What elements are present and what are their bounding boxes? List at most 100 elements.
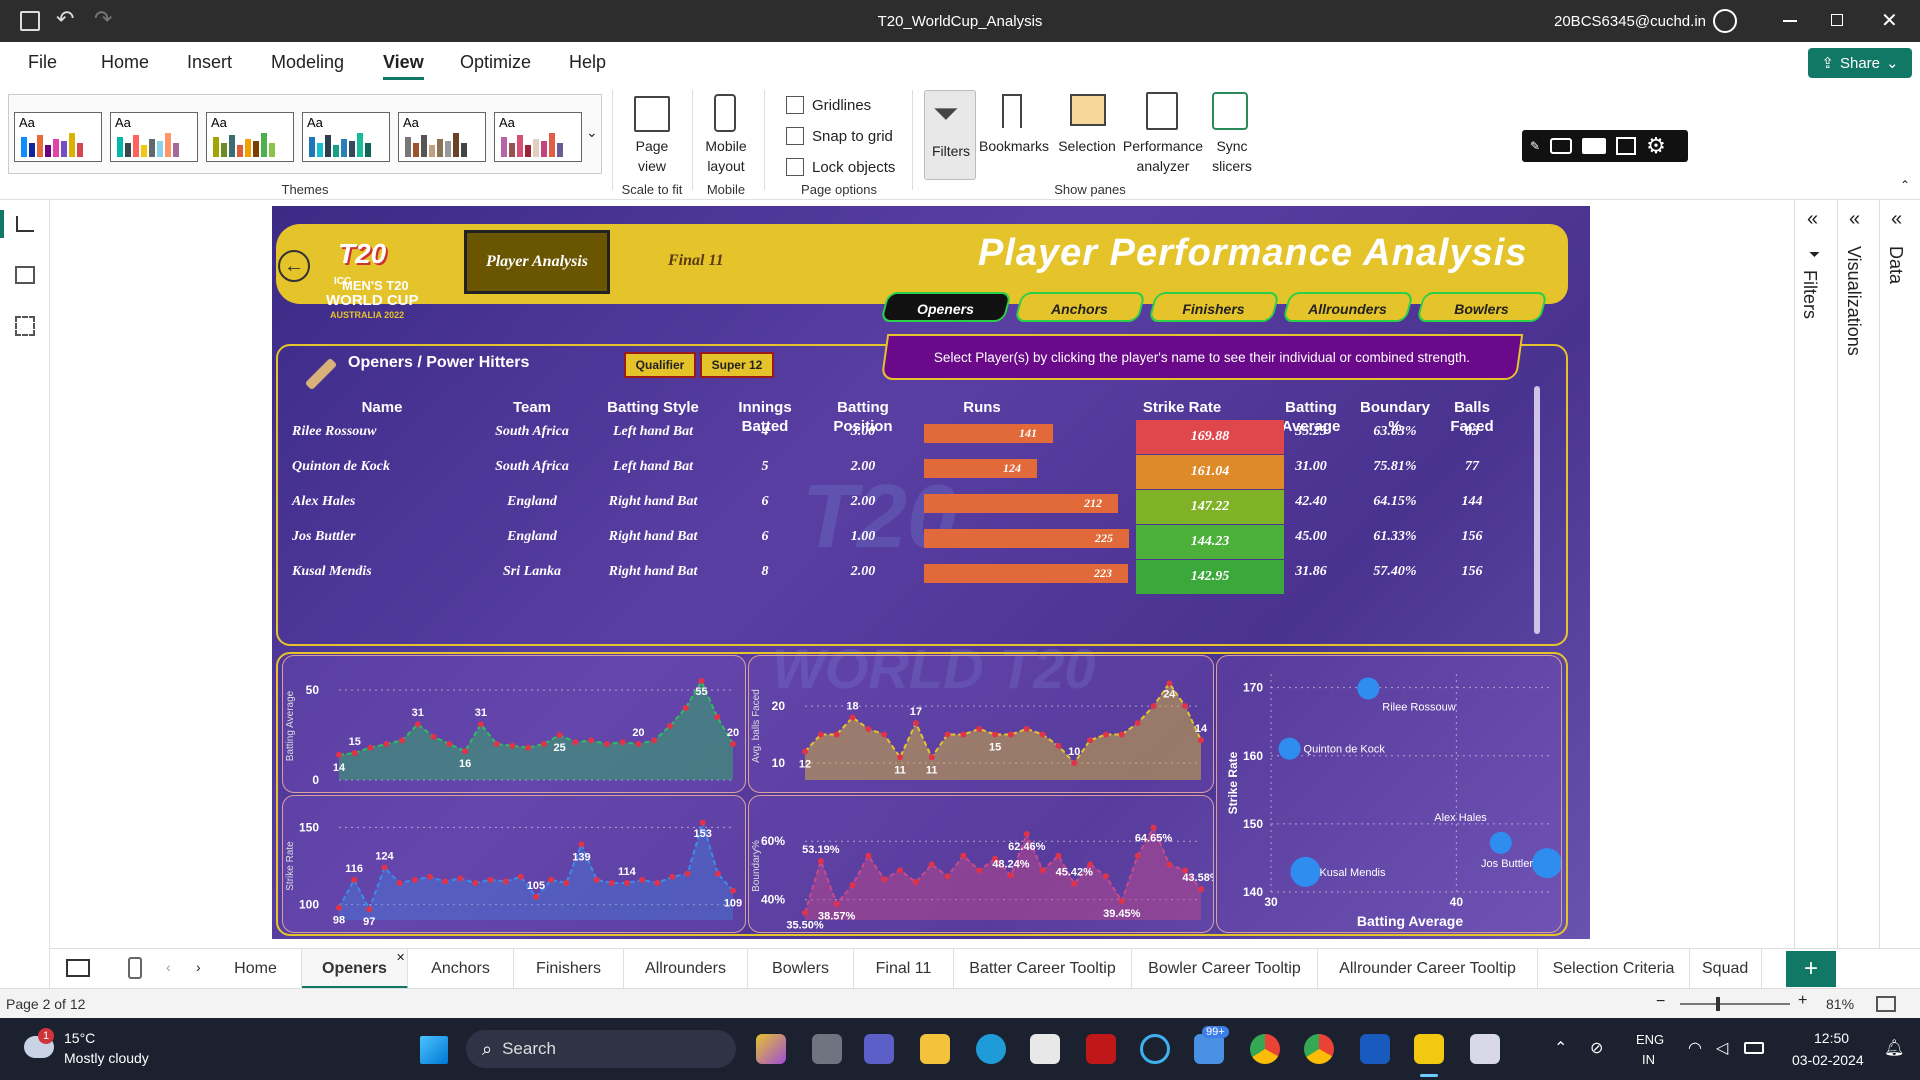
tab-selection-criteria[interactable]: Selection Criteria (1538, 949, 1690, 989)
performance-analyzer-button[interactable]: Performance analyzer (1122, 138, 1204, 174)
col-header-strike-rate[interactable]: Strike Rate (1142, 399, 1222, 416)
minimize-icon[interactable] (1783, 20, 1797, 22)
phone-layout-icon[interactable] (128, 957, 142, 979)
col-header-balls-faced[interactable]: Balls Faced (1450, 399, 1494, 435)
data-pane-label[interactable]: Data (1886, 246, 1906, 285)
expand-data-icon[interactable]: « (1891, 208, 1903, 230)
nav-allrounders[interactable]: Allrounders (1281, 292, 1415, 322)
tab-bowler-career-tooltip[interactable]: Bowler Career Tooltip (1132, 949, 1318, 989)
save-icon[interactable] (20, 11, 40, 31)
undo-icon[interactable]: ↶ (56, 6, 75, 31)
nav-bowlers[interactable]: Bowlers (1415, 292, 1549, 322)
col-header-innings-batted[interactable]: Innings Batted (738, 399, 792, 435)
share-button[interactable]: ⇪ Share ⌄ (1808, 48, 1912, 78)
add-page-button[interactable]: + (1786, 951, 1836, 987)
theme-swatch[interactable]: Aa (494, 112, 582, 162)
menu-insert[interactable]: Insert (187, 52, 233, 72)
folder-icon[interactable] (920, 1034, 950, 1064)
zoom-out-icon[interactable]: − (1656, 993, 1666, 1010)
themes-expand-icon[interactable]: ⌄ (586, 124, 598, 140)
window-icon[interactable] (1616, 137, 1637, 155)
edge-icon[interactable] (976, 1034, 1006, 1064)
copilot-icon[interactable] (756, 1034, 786, 1064)
gridlines-checkbox[interactable]: Gridlines (786, 96, 871, 114)
language-line1[interactable]: ENG (1636, 1032, 1665, 1047)
col-header-runs[interactable]: Runs (963, 399, 1001, 416)
report-view-icon[interactable] (0, 210, 4, 238)
selection-button[interactable]: Selection (1058, 138, 1116, 154)
menu-optimize[interactable]: Optimize (460, 52, 532, 72)
word-icon[interactable] (1360, 1034, 1390, 1064)
tab-squad[interactable]: Squad (1690, 949, 1762, 989)
fit-to-page-icon[interactable] (1876, 996, 1896, 1012)
theme-swatch[interactable]: Aa (206, 112, 294, 162)
visualizations-pane-label[interactable]: Visualizations (1844, 246, 1864, 356)
slicer-super12[interactable]: Super 12 (700, 352, 774, 378)
tab-allrounder-career-tooltip[interactable]: Allrounder Career Tooltip (1318, 949, 1538, 989)
player-name[interactable]: Rilee Rossouw (292, 424, 377, 439)
user-email[interactable]: 20BCS6345@cuchd.in (1554, 13, 1706, 30)
sync-slicers-button[interactable]: Sync slicers (1212, 138, 1252, 174)
close-icon[interactable]: ✕ (1881, 10, 1898, 32)
theme-swatch[interactable]: Aa (14, 112, 102, 162)
player-name[interactable]: Quinton de Kock (292, 459, 391, 474)
mobile-layout-button[interactable]: Mobile layout (705, 138, 747, 174)
menu-help[interactable]: Help (569, 52, 607, 72)
nav-anchors[interactable]: Anchors (1013, 292, 1147, 322)
tray-chevron-icon[interactable]: ⌃ (1554, 1040, 1568, 1057)
menu-modeling[interactable]: Modeling (271, 52, 345, 72)
col-header-batting-position[interactable]: Batting Position (833, 399, 893, 435)
pen-icon[interactable]: ✎ (1530, 139, 1541, 153)
restore-icon[interactable] (1831, 14, 1843, 26)
model-view-icon[interactable] (15, 316, 35, 336)
col-header-boundary-pct[interactable]: Boundary % (1359, 399, 1430, 435)
col-header-name[interactable]: Name (361, 399, 403, 416)
clock-date[interactable]: 03-02-2024 (1792, 1052, 1864, 1068)
mcafee-icon[interactable] (1086, 1034, 1116, 1064)
final11-button[interactable]: Final 11 (668, 252, 724, 269)
camera-icon[interactable] (1550, 138, 1573, 154)
page-view-button[interactable]: Page view (635, 138, 669, 174)
filters-pane-label[interactable]: Filters (1800, 270, 1820, 319)
tab-openers[interactable]: Openers (302, 949, 408, 989)
player-name[interactable]: Kusal Mendis (292, 564, 372, 579)
lock-objects-checkbox[interactable]: Lock objects (786, 158, 895, 176)
desktop-layout-icon[interactable] (66, 959, 90, 977)
zoom-in-icon[interactable]: + (1798, 992, 1808, 1009)
zoom-thumb[interactable] (1716, 997, 1720, 1011)
expand-filters-icon[interactable]: « (1807, 208, 1819, 230)
tab-bowlers[interactable]: Bowlers (748, 949, 854, 989)
tab-anchors[interactable]: Anchors (408, 949, 514, 989)
tab-finishers[interactable]: Finishers (514, 949, 624, 989)
theme-swatch[interactable]: Aa (302, 112, 390, 162)
file-explorer-task-icon[interactable] (812, 1034, 842, 1064)
user-avatar-icon[interactable] (1713, 9, 1737, 33)
nav-finishers[interactable]: Finishers (1147, 292, 1281, 322)
col-header-batting-average[interactable]: Batting Average (1281, 399, 1341, 435)
bookmarks-button[interactable]: Bookmarks (978, 138, 1050, 154)
video-icon[interactable] (1582, 138, 1607, 154)
player-name[interactable]: Jos Buttler (292, 529, 356, 544)
menu-view[interactable]: View (383, 52, 424, 80)
zoom-slider[interactable] (1680, 1003, 1790, 1005)
player-analysis-button[interactable]: Player Analysis (464, 230, 610, 294)
next-page-icon[interactable]: › (196, 959, 201, 975)
col-header-team[interactable]: Team (512, 399, 552, 416)
wifi-icon[interactable]: ◠ (1688, 1040, 1702, 1057)
table-scrollbar[interactable] (1534, 386, 1540, 634)
redo-icon[interactable]: ↷ (94, 6, 113, 31)
report-view-icon[interactable] (16, 216, 34, 232)
snap-to-grid-checkbox[interactable]: Snap to grid (786, 127, 893, 145)
expand-visualizations-icon[interactable]: « (1849, 208, 1861, 230)
chrome-icon[interactable] (1250, 1034, 1280, 1064)
theme-swatch[interactable]: Aa (398, 112, 486, 162)
slicer-qualifier[interactable]: Qualifier (624, 352, 696, 378)
battery-icon[interactable] (1744, 1042, 1764, 1054)
table-view-icon[interactable] (15, 266, 35, 284)
menu-home[interactable]: Home (101, 52, 150, 72)
snipping-tool-icon[interactable] (1470, 1034, 1500, 1064)
clock-time[interactable]: 12:50 (1814, 1030, 1850, 1046)
player-name[interactable]: Alex Hales (292, 494, 356, 509)
windows-start-icon[interactable] (420, 1036, 448, 1064)
nav-openers[interactable]: Openers (879, 292, 1013, 322)
